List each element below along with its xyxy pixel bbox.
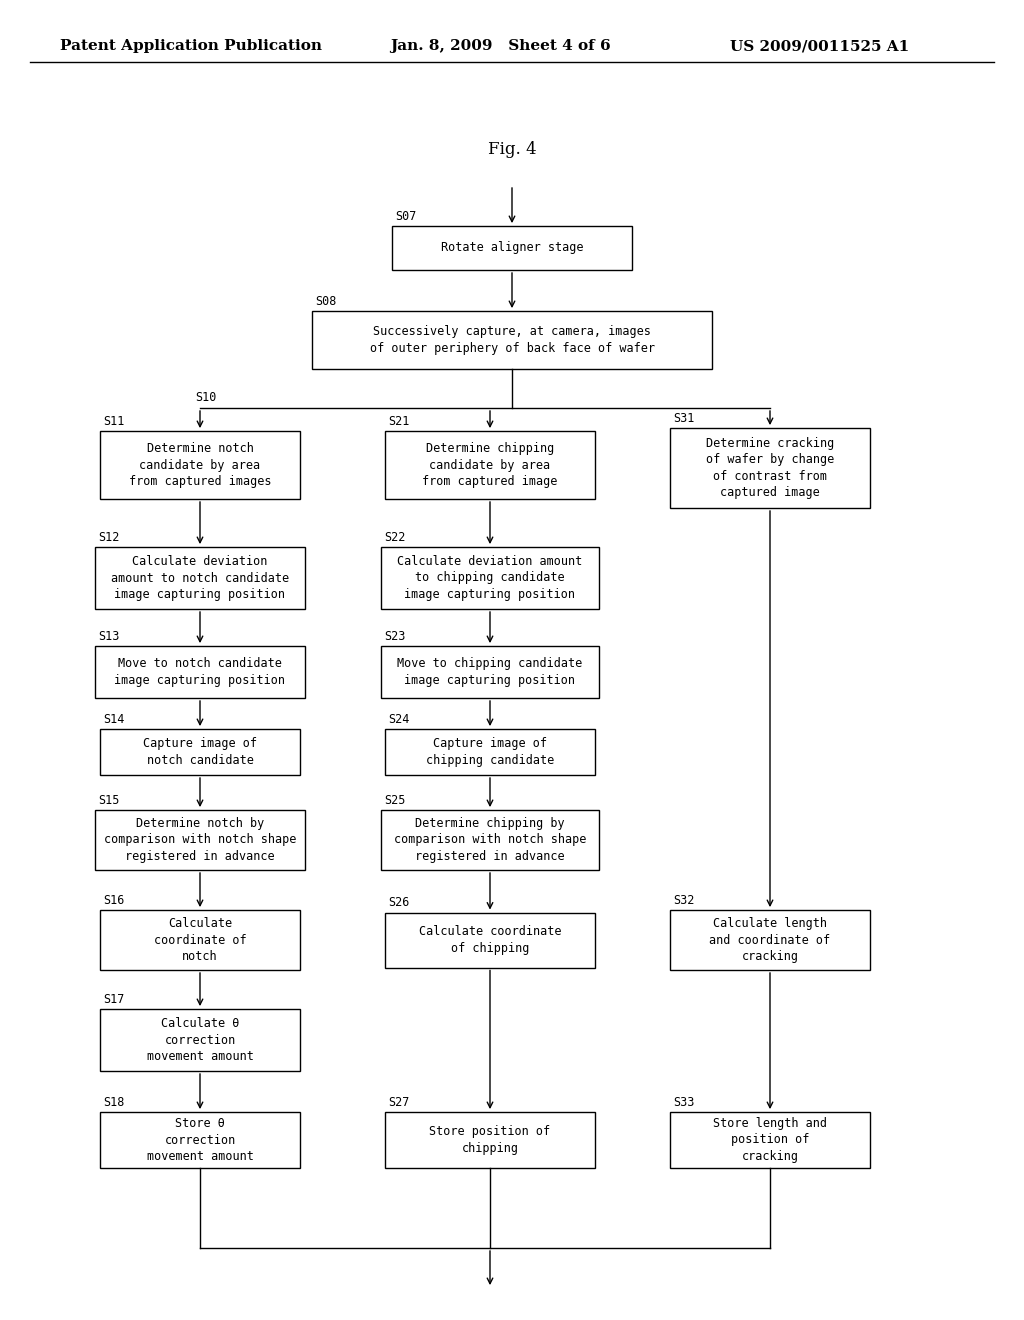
Text: Determine chipping
candidate by area
from captured image: Determine chipping candidate by area fro… xyxy=(422,442,558,488)
Text: Patent Application Publication: Patent Application Publication xyxy=(60,40,322,53)
Text: Move to chipping candidate
image capturing position: Move to chipping candidate image capturi… xyxy=(397,657,583,686)
Text: Calculate deviation amount
to chipping candidate
image capturing position: Calculate deviation amount to chipping c… xyxy=(397,554,583,601)
Bar xyxy=(312,312,712,370)
Text: S21: S21 xyxy=(388,414,410,428)
Text: S07: S07 xyxy=(395,210,417,223)
Text: Calculate θ
correction
movement amount: Calculate θ correction movement amount xyxy=(146,1016,253,1063)
Text: S33: S33 xyxy=(673,1096,694,1109)
Text: S08: S08 xyxy=(315,294,336,308)
Text: S23: S23 xyxy=(384,630,406,643)
Text: S32: S32 xyxy=(673,894,694,907)
Bar xyxy=(385,912,595,968)
Bar xyxy=(100,1111,300,1168)
Text: Calculate length
and coordinate of
cracking: Calculate length and coordinate of crack… xyxy=(710,917,830,964)
Bar xyxy=(381,645,599,698)
Bar xyxy=(100,909,300,970)
Text: S15: S15 xyxy=(98,795,120,807)
Bar xyxy=(670,428,870,508)
Bar xyxy=(100,1008,300,1071)
Text: US 2009/0011525 A1: US 2009/0011525 A1 xyxy=(730,40,909,53)
Text: S13: S13 xyxy=(98,630,120,643)
Text: Determine chipping by
comparison with notch shape
registered in advance: Determine chipping by comparison with no… xyxy=(394,817,586,863)
Text: S22: S22 xyxy=(384,531,406,544)
Text: S26: S26 xyxy=(388,896,410,909)
Text: Jan. 8, 2009   Sheet 4 of 6: Jan. 8, 2009 Sheet 4 of 6 xyxy=(390,40,610,53)
Text: S10: S10 xyxy=(195,391,216,404)
Bar xyxy=(385,1111,595,1168)
Text: Store length and
position of
cracking: Store length and position of cracking xyxy=(713,1117,827,1163)
Text: S16: S16 xyxy=(103,894,124,907)
Bar xyxy=(95,810,305,870)
Text: Capture image of
notch candidate: Capture image of notch candidate xyxy=(143,738,257,767)
Text: Determine notch
candidate by area
from captured images: Determine notch candidate by area from c… xyxy=(129,442,271,488)
Text: Fig. 4: Fig. 4 xyxy=(487,141,537,158)
Bar xyxy=(381,546,599,609)
Text: Store θ
correction
movement amount: Store θ correction movement amount xyxy=(146,1117,253,1163)
Bar xyxy=(385,729,595,775)
Bar xyxy=(100,432,300,499)
Text: Calculate coordinate
of chipping: Calculate coordinate of chipping xyxy=(419,925,561,954)
Bar xyxy=(100,729,300,775)
Bar xyxy=(670,1111,870,1168)
Text: S31: S31 xyxy=(673,412,694,425)
Bar xyxy=(381,810,599,870)
Text: Rotate aligner stage: Rotate aligner stage xyxy=(440,242,584,255)
Bar xyxy=(670,909,870,970)
Text: Determine cracking
of wafer by change
of contrast from
captured image: Determine cracking of wafer by change of… xyxy=(706,437,835,499)
Bar xyxy=(95,645,305,698)
Text: Determine notch by
comparison with notch shape
registered in advance: Determine notch by comparison with notch… xyxy=(103,817,296,863)
Text: S18: S18 xyxy=(103,1096,124,1109)
Text: S25: S25 xyxy=(384,795,406,807)
Text: S24: S24 xyxy=(388,713,410,726)
Text: S14: S14 xyxy=(103,713,124,726)
Text: S12: S12 xyxy=(98,531,120,544)
Text: Calculate deviation
amount to notch candidate
image capturing position: Calculate deviation amount to notch cand… xyxy=(111,554,289,601)
Text: Capture image of
chipping candidate: Capture image of chipping candidate xyxy=(426,738,554,767)
Text: S17: S17 xyxy=(103,993,124,1006)
Bar xyxy=(392,226,632,271)
Bar xyxy=(95,546,305,609)
Text: Store position of
chipping: Store position of chipping xyxy=(429,1125,551,1155)
Text: S11: S11 xyxy=(103,414,124,428)
Text: S27: S27 xyxy=(388,1096,410,1109)
Text: Move to notch candidate
image capturing position: Move to notch candidate image capturing … xyxy=(115,657,286,686)
Bar xyxy=(385,432,595,499)
Text: Calculate
coordinate of
notch: Calculate coordinate of notch xyxy=(154,917,247,964)
Text: Successively capture, at camera, images
of outer periphery of back face of wafer: Successively capture, at camera, images … xyxy=(370,325,654,355)
